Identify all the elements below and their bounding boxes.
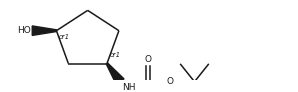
Text: HO: HO <box>17 26 30 35</box>
Text: O: O <box>144 55 151 64</box>
Text: O: O <box>167 77 174 86</box>
Text: NH: NH <box>122 83 135 92</box>
Text: or1: or1 <box>110 52 121 58</box>
Text: or1: or1 <box>59 34 70 40</box>
Polygon shape <box>32 26 56 35</box>
Polygon shape <box>106 63 124 84</box>
